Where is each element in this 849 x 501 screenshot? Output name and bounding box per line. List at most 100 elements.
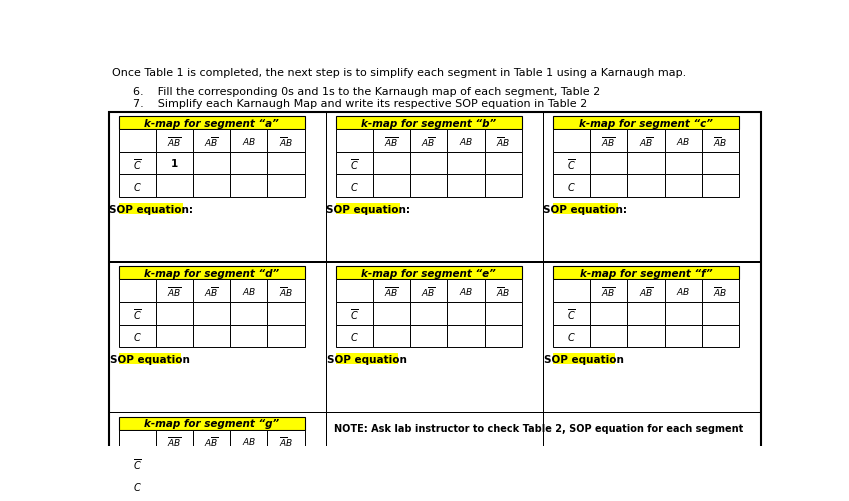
Bar bbox=[155, 153, 193, 175]
Bar bbox=[627, 175, 665, 198]
Bar bbox=[155, 130, 193, 153]
Bar bbox=[230, 430, 267, 452]
Bar bbox=[119, 267, 305, 280]
Bar bbox=[336, 280, 373, 303]
Bar bbox=[119, 303, 155, 325]
Bar bbox=[336, 130, 373, 153]
Text: $\overline{A}\overline{B}$: $\overline{A}\overline{B}$ bbox=[167, 434, 182, 448]
Bar bbox=[553, 117, 739, 130]
Bar bbox=[702, 175, 739, 198]
Text: $\overline{A}\overline{B}$: $\overline{A}\overline{B}$ bbox=[601, 284, 616, 298]
Bar bbox=[410, 130, 447, 153]
Bar bbox=[373, 280, 410, 303]
Text: 1: 1 bbox=[171, 159, 178, 169]
Text: $A\overline{B}$: $A\overline{B}$ bbox=[421, 284, 436, 298]
Text: NOTE: Ask lab instructor to check Table 2, SOP equation for each segment: NOTE: Ask lab instructor to check Table … bbox=[335, 424, 744, 433]
Bar bbox=[155, 175, 193, 198]
Bar bbox=[230, 452, 267, 475]
Bar bbox=[485, 280, 522, 303]
Text: k-map for segment “d”: k-map for segment “d” bbox=[144, 269, 279, 279]
Text: $\overline{A}B$: $\overline{A}B$ bbox=[713, 284, 728, 298]
Bar bbox=[665, 175, 702, 198]
Text: $\overline{A}\overline{B}$: $\overline{A}\overline{B}$ bbox=[385, 284, 399, 298]
Bar bbox=[119, 153, 155, 175]
Bar bbox=[336, 204, 401, 214]
Bar bbox=[119, 325, 155, 348]
Bar bbox=[119, 130, 155, 153]
Text: k-map for segment “b”: k-map for segment “b” bbox=[361, 119, 497, 129]
Bar bbox=[155, 452, 193, 475]
Bar bbox=[702, 280, 739, 303]
Bar bbox=[155, 475, 193, 497]
Bar bbox=[119, 430, 155, 452]
Bar bbox=[590, 280, 627, 303]
Text: k-map for segment “e”: k-map for segment “e” bbox=[362, 269, 496, 279]
Bar bbox=[702, 153, 739, 175]
Bar bbox=[230, 475, 267, 497]
Bar bbox=[230, 153, 267, 175]
Text: $A\overline{B}$: $A\overline{B}$ bbox=[204, 434, 219, 448]
Bar bbox=[553, 354, 615, 364]
Text: $AB$: $AB$ bbox=[458, 136, 473, 147]
Bar bbox=[336, 117, 522, 130]
Bar bbox=[119, 452, 155, 475]
Bar bbox=[230, 280, 267, 303]
Text: $\overline{C}$: $\overline{C}$ bbox=[567, 306, 576, 321]
Bar bbox=[447, 325, 485, 348]
Bar bbox=[590, 130, 627, 153]
Text: $C$: $C$ bbox=[350, 330, 359, 342]
Text: $A\overline{B}$: $A\overline{B}$ bbox=[204, 284, 219, 298]
Bar bbox=[193, 280, 230, 303]
Text: $AB$: $AB$ bbox=[242, 286, 256, 297]
Text: $AB$: $AB$ bbox=[242, 136, 256, 147]
Bar bbox=[155, 303, 193, 325]
Bar bbox=[553, 303, 590, 325]
Text: $\overline{A}B$: $\overline{A}B$ bbox=[713, 134, 728, 148]
Text: $\overline{C}$: $\overline{C}$ bbox=[350, 306, 359, 321]
Bar bbox=[702, 130, 739, 153]
Bar bbox=[110, 262, 761, 263]
Bar bbox=[193, 325, 230, 348]
Bar bbox=[553, 267, 739, 280]
Bar bbox=[267, 452, 305, 475]
Text: SOP equation: SOP equation bbox=[110, 354, 189, 364]
Bar bbox=[119, 417, 305, 430]
Bar bbox=[336, 267, 522, 280]
Bar bbox=[119, 475, 155, 497]
Text: $\overline{A}\overline{B}$: $\overline{A}\overline{B}$ bbox=[601, 134, 616, 148]
Text: $\overline{A}\overline{B}$: $\overline{A}\overline{B}$ bbox=[167, 284, 182, 298]
Bar bbox=[336, 153, 373, 175]
Text: $\overline{A}\overline{B}$: $\overline{A}\overline{B}$ bbox=[167, 134, 182, 148]
Bar bbox=[119, 175, 155, 198]
Bar bbox=[193, 303, 230, 325]
Bar bbox=[373, 303, 410, 325]
Text: $AB$: $AB$ bbox=[458, 286, 473, 297]
Bar bbox=[373, 130, 410, 153]
Bar bbox=[155, 430, 193, 452]
Text: k-map for segment “c”: k-map for segment “c” bbox=[579, 119, 713, 129]
Text: $C$: $C$ bbox=[132, 180, 142, 192]
Text: $AB$: $AB$ bbox=[242, 435, 256, 446]
Bar bbox=[702, 325, 739, 348]
Text: SOP equation:: SOP equation: bbox=[326, 204, 410, 214]
Text: 7.    Simplify each Karnaugh Map and write its respective SOP equation in Table : 7. Simplify each Karnaugh Map and write … bbox=[133, 99, 588, 109]
Bar bbox=[267, 153, 305, 175]
Bar bbox=[410, 153, 447, 175]
Bar bbox=[336, 325, 373, 348]
Bar bbox=[590, 153, 627, 175]
Text: $\overline{A}B$: $\overline{A}B$ bbox=[278, 434, 293, 448]
Text: $A\overline{B}$: $A\overline{B}$ bbox=[638, 134, 654, 148]
Bar bbox=[590, 175, 627, 198]
Text: $\overline{C}$: $\overline{C}$ bbox=[350, 156, 359, 171]
Bar bbox=[267, 475, 305, 497]
Bar bbox=[230, 175, 267, 198]
Bar bbox=[447, 280, 485, 303]
Text: 6.    Fill the corresponding 0s and 1s to the Karnaugh map of each segment, Tabl: 6. Fill the corresponding 0s and 1s to t… bbox=[133, 87, 600, 97]
Text: $\overline{C}$: $\overline{C}$ bbox=[567, 156, 576, 171]
Bar bbox=[410, 175, 447, 198]
Text: $AB$: $AB$ bbox=[676, 286, 690, 297]
Text: $\overline{C}$: $\overline{C}$ bbox=[132, 456, 142, 471]
Text: k-map for segment “a”: k-map for segment “a” bbox=[144, 119, 279, 129]
Bar bbox=[553, 204, 618, 214]
Bar bbox=[119, 117, 305, 130]
